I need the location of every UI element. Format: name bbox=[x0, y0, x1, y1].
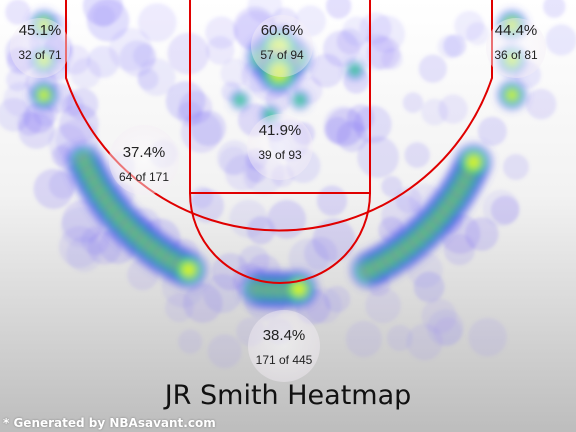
zone-label-restricted-area: 60.6% 57 of 94 bbox=[232, 22, 332, 63]
shot-bubble bbox=[482, 189, 520, 227]
shot-bubble bbox=[6, 68, 29, 92]
shot-bubble bbox=[33, 168, 74, 209]
shot-bubble bbox=[345, 320, 383, 358]
zone-circle-right-corner bbox=[486, 18, 546, 78]
shot-bubble bbox=[206, 36, 235, 65]
zone-label-left-midrange: 37.4% 64 of 171 bbox=[94, 144, 194, 185]
zone-pct-right-corner: 44.4% bbox=[494, 22, 538, 39]
zone-circle-above-break bbox=[248, 310, 320, 382]
shot-bubble bbox=[66, 236, 103, 273]
shot-bubble bbox=[190, 188, 225, 223]
three-point-line bbox=[65, 0, 493, 232]
credit-text: * Generated by NBAsavant.com bbox=[3, 416, 216, 430]
shot-bubble bbox=[525, 88, 557, 120]
zone-circle-left-midrange bbox=[109, 125, 179, 195]
shot-bubble bbox=[443, 233, 476, 266]
zone-circle-restricted-area bbox=[251, 15, 313, 77]
shot-bubble bbox=[178, 329, 203, 354]
shot-bubble bbox=[137, 3, 177, 42]
zone-circle-left-corner bbox=[10, 18, 70, 78]
shot-bubble bbox=[468, 317, 507, 357]
shot-bubble bbox=[367, 15, 406, 53]
shot-bubble bbox=[357, 136, 399, 179]
shot-bubble bbox=[207, 334, 242, 369]
shot-bubble bbox=[365, 287, 401, 324]
court-lines bbox=[65, 0, 493, 284]
shot-bubble bbox=[82, 0, 123, 26]
shot-bubble bbox=[381, 48, 403, 70]
free-throw-arc bbox=[189, 192, 371, 284]
shot-bubble bbox=[167, 32, 210, 75]
shot-bubble bbox=[304, 236, 338, 271]
heat-blob bbox=[349, 64, 361, 76]
shot-bubble bbox=[454, 10, 485, 41]
shot-bubble bbox=[325, 0, 352, 19]
shot-bubble bbox=[543, 0, 566, 18]
zone-count-right-corner: 36 of 81 bbox=[494, 48, 538, 62]
shot-bubble bbox=[404, 142, 431, 168]
shot-bubble bbox=[17, 111, 42, 136]
zone-pct-left-midrange: 37.4% bbox=[122, 144, 166, 161]
heat-blob bbox=[294, 94, 306, 106]
zone-count-above-break: 171 of 445 bbox=[255, 353, 313, 367]
shot-bubble bbox=[402, 92, 424, 113]
zone-count-paint: 39 of 93 bbox=[258, 148, 302, 162]
chart-title: JR Smith Heatmap bbox=[164, 380, 412, 411]
shot-bubble bbox=[421, 298, 457, 334]
shot-bubble bbox=[381, 176, 403, 197]
shot-bubble bbox=[336, 28, 363, 55]
shot-bubble bbox=[418, 54, 447, 83]
zone-count-restricted-area: 57 of 94 bbox=[260, 48, 304, 62]
shot-bubble bbox=[336, 121, 368, 153]
shot-bubble bbox=[545, 24, 576, 56]
zone-label-above-break: 38.4% 171 of 445 bbox=[234, 327, 334, 368]
zone-label-paint: 41.9% 39 of 93 bbox=[230, 122, 330, 163]
zone-label-left-corner: 45.1% 32 of 71 bbox=[0, 22, 90, 63]
shot-bubble bbox=[66, 88, 99, 121]
zone-pct-left-corner: 45.1% bbox=[18, 22, 62, 39]
shot-bubble bbox=[216, 140, 252, 176]
shot-bubble bbox=[502, 154, 529, 180]
shot-bubble bbox=[164, 293, 194, 323]
heat-blob bbox=[181, 262, 196, 277]
shot-bubble bbox=[108, 27, 153, 72]
heat-blob bbox=[466, 155, 481, 170]
zone-pct-above-break: 38.4% bbox=[262, 327, 306, 344]
shot-bubble bbox=[386, 324, 413, 352]
shot-bubble bbox=[5, 0, 31, 25]
shot-bubble bbox=[229, 199, 268, 238]
shot-bubble bbox=[165, 81, 206, 121]
zone-count-left-corner: 32 of 71 bbox=[18, 48, 62, 62]
zone-label-right-corner: 44.4% 36 of 81 bbox=[466, 22, 566, 63]
shot-bubble bbox=[477, 116, 507, 146]
heat-blob bbox=[292, 282, 306, 297]
zone-pct-paint: 41.9% bbox=[258, 122, 302, 139]
paint-box bbox=[189, 0, 371, 194]
heat-blob bbox=[234, 94, 246, 106]
zone-pct-restricted-area: 60.6% bbox=[260, 22, 304, 39]
heat-blob bbox=[39, 90, 49, 100]
zone-circle-paint bbox=[247, 114, 313, 180]
shot-bubble bbox=[220, 58, 250, 88]
zone-circles bbox=[10, 15, 546, 382]
shot-bubble bbox=[267, 199, 307, 239]
shot-bubble bbox=[443, 34, 467, 58]
shot-bubble bbox=[421, 98, 449, 126]
shot-bubble bbox=[87, 45, 120, 78]
heat-blob bbox=[507, 90, 517, 100]
zone-count-left-midrange: 64 of 171 bbox=[118, 170, 170, 184]
shot-bubble bbox=[190, 110, 227, 146]
shot-bubble bbox=[316, 185, 348, 216]
